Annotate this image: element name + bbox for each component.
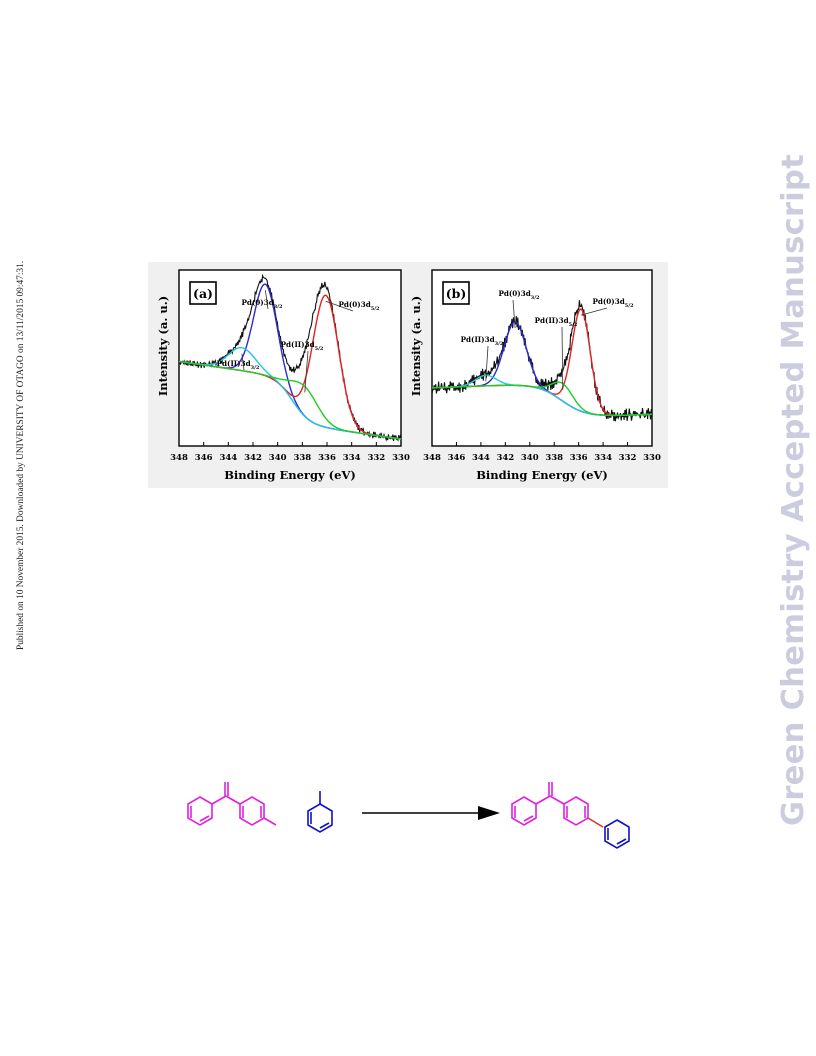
raw-spectrum-line <box>179 273 401 442</box>
x-tick-label: 330 <box>643 453 661 463</box>
reaction-scheme <box>187 782 630 849</box>
x-tick-label: 334 <box>343 453 361 463</box>
x-tick-label: 348 <box>170 453 188 463</box>
aryl-partner <box>307 791 333 833</box>
fit-fit-pd2-52-line <box>432 381 652 417</box>
peak-label-leader <box>561 326 564 390</box>
panel-tag: (b) <box>446 286 467 301</box>
x-axis-label: Binding Energy (eV) <box>476 468 608 482</box>
xps-panel-a: 348 346 344 342 340 338 336 334 332 330 Binding En… <box>156 269 410 482</box>
x-tick-label: 332 <box>367 453 385 463</box>
peak-label: Pd(II)3d5/2 <box>535 316 578 328</box>
peak-label-leader <box>304 350 309 393</box>
x-tick-label: 348 <box>423 453 441 463</box>
panel-tag: (a) <box>193 286 213 301</box>
x-tick-label: 344 <box>472 453 490 463</box>
xps-panel-b: 348 346 344 342 340 338 336 334 332 330 Binding En… <box>409 269 661 482</box>
peak-label: Pd(II)3d3/2 <box>217 359 260 371</box>
peak-label: Pd(0)3d5/2 <box>592 297 634 309</box>
x-tick-label: 346 <box>195 453 213 463</box>
x-tick-label: 334 <box>594 453 612 463</box>
y-axis-label: Intensity (a. u.) <box>409 296 423 396</box>
new-c-c-bond <box>587 817 604 828</box>
x-tick-label: 332 <box>619 453 637 463</box>
product-molecule <box>511 782 589 826</box>
peak-label-leader <box>581 307 608 316</box>
product-aryl-ring <box>604 819 630 849</box>
x-tick-label: 346 <box>448 453 466 463</box>
reaction-arrow <box>362 806 500 820</box>
peak-label: Pd(0)3d3/2 <box>241 298 283 310</box>
peak-label: Pd(II)3d3/2 <box>461 335 504 347</box>
x-tick-label: 340 <box>521 453 539 463</box>
peak-label-leader <box>485 345 489 382</box>
peak-label-leader <box>241 353 245 371</box>
fit-fit-pd2-52-line <box>179 360 401 440</box>
y-axis-label: Intensity (a. u.) <box>156 296 170 396</box>
peak-label-leader <box>512 299 516 329</box>
x-tick-label: 344 <box>219 453 237 463</box>
panel-tag-box <box>442 281 470 305</box>
x-tick-label: 336 <box>570 453 588 463</box>
peak-label: Pd(II)3d5/2 <box>281 340 324 352</box>
x-tick-label: 338 <box>293 453 311 463</box>
reactant-molecule <box>187 782 277 826</box>
peak-label-leader <box>264 290 269 310</box>
x-tick-label: 342 <box>496 453 514 463</box>
x-tick-label: 342 <box>244 453 262 463</box>
x-tick-label: 340 <box>269 453 287 463</box>
peak-label: Pd(0)3d5/2 <box>338 300 380 312</box>
peak-label: Pd(0)3d3/2 <box>498 289 540 301</box>
x-tick-label: 330 <box>392 453 410 463</box>
panel-tag-box <box>189 281 217 305</box>
peak-label-leader <box>325 300 354 312</box>
x-axis-label: Binding Energy (eV) <box>224 468 356 482</box>
x-tick-label: 336 <box>318 453 336 463</box>
x-tick-label: 338 <box>545 453 563 463</box>
